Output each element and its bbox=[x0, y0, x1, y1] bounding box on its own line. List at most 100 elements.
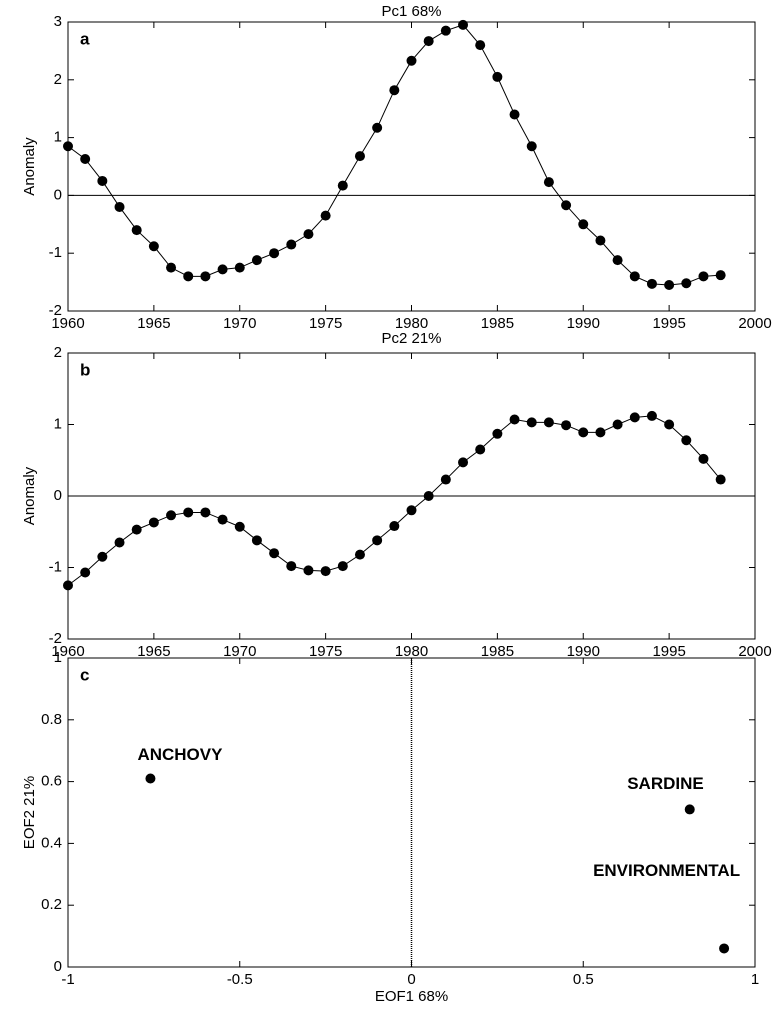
data-point bbox=[595, 235, 606, 246]
y-tick-label: 3 bbox=[54, 13, 62, 30]
x-tick-label: 1995 bbox=[652, 315, 685, 332]
y-tick-label: 0.8 bbox=[41, 711, 62, 728]
data-point bbox=[458, 19, 469, 30]
data-point bbox=[475, 444, 486, 455]
data-point bbox=[629, 271, 640, 282]
data-point bbox=[715, 474, 726, 485]
data-point bbox=[148, 517, 159, 528]
y-tick-label: 1 bbox=[54, 415, 62, 432]
y-tick-label: 1 bbox=[54, 649, 62, 666]
y-tick-label: 0.6 bbox=[41, 773, 62, 790]
x-tick-label: 1975 bbox=[309, 643, 342, 660]
data-point bbox=[509, 109, 520, 120]
y-tick-label: 0 bbox=[54, 487, 62, 504]
data-point bbox=[681, 278, 692, 289]
data-point bbox=[389, 85, 400, 96]
data-point bbox=[80, 567, 91, 578]
data-point bbox=[458, 457, 469, 468]
x-tick-label: 1975 bbox=[309, 315, 342, 332]
point-label: ENVIRONMENTAL bbox=[593, 861, 740, 880]
y-tick-label: 2 bbox=[54, 344, 62, 361]
data-point bbox=[440, 474, 451, 485]
data-point bbox=[148, 241, 159, 252]
data-point bbox=[698, 453, 709, 464]
data-point bbox=[423, 36, 434, 47]
data-point bbox=[646, 278, 657, 289]
y-tick-label: -2 bbox=[49, 302, 62, 319]
data-point bbox=[80, 153, 91, 164]
point-label: SARDINE bbox=[627, 774, 704, 793]
data-point bbox=[372, 535, 383, 546]
data-point bbox=[543, 417, 554, 428]
data-point bbox=[320, 210, 331, 221]
x-tick-label: 1965 bbox=[137, 315, 170, 332]
x-tick-label: 0.5 bbox=[573, 971, 594, 988]
x-tick-label: 1970 bbox=[223, 315, 256, 332]
data-point bbox=[664, 279, 675, 290]
data-point bbox=[97, 551, 108, 562]
y-tick-label: 0 bbox=[54, 186, 62, 203]
x-tick-label: 1960 bbox=[51, 643, 84, 660]
x-tick-label: 1985 bbox=[481, 643, 514, 660]
data-point bbox=[372, 122, 383, 133]
data-point bbox=[337, 180, 348, 191]
y-tick-label: 0 bbox=[54, 958, 62, 975]
series-line bbox=[67, 24, 721, 286]
x-tick-label: 1990 bbox=[567, 315, 600, 332]
data-point bbox=[578, 219, 589, 230]
x-axis-label: EOF1 68% bbox=[375, 988, 448, 1005]
data-point bbox=[543, 177, 554, 188]
data-point bbox=[406, 55, 417, 66]
data-point bbox=[200, 507, 211, 518]
data-point bbox=[269, 548, 280, 559]
y-tick-label: -1 bbox=[49, 244, 62, 261]
data-point bbox=[183, 507, 194, 518]
x-tick-label: 1970 bbox=[223, 643, 256, 660]
data-point bbox=[664, 419, 675, 430]
chart-title: Pc2 21% bbox=[381, 330, 441, 347]
data-point bbox=[114, 537, 125, 548]
data-point bbox=[63, 141, 73, 152]
data-point bbox=[406, 505, 417, 516]
data-point bbox=[303, 565, 314, 576]
data-point bbox=[578, 427, 589, 438]
panel-label: b bbox=[80, 360, 90, 379]
x-tick-label: -1 bbox=[61, 971, 74, 988]
data-point bbox=[595, 427, 606, 438]
data-point bbox=[131, 524, 142, 535]
data-point bbox=[612, 419, 623, 430]
data-point bbox=[217, 514, 228, 525]
data-point bbox=[684, 804, 695, 815]
data-point bbox=[286, 239, 297, 250]
x-tick-label: 1980 bbox=[395, 315, 428, 332]
y-tick-label: 2 bbox=[54, 71, 62, 88]
x-tick-label: 2000 bbox=[738, 315, 771, 332]
y-axis-label: EOF2 21% bbox=[21, 776, 38, 849]
x-tick-label: 1965 bbox=[137, 643, 170, 660]
data-point bbox=[303, 229, 314, 240]
point-label: ANCHOVY bbox=[137, 745, 223, 764]
data-point bbox=[440, 25, 451, 36]
data-point bbox=[526, 417, 537, 428]
data-point bbox=[97, 175, 108, 186]
data-point bbox=[561, 420, 572, 431]
data-point bbox=[646, 410, 657, 421]
data-point bbox=[389, 521, 400, 532]
data-point bbox=[145, 773, 156, 784]
y-axis-label: Anomaly bbox=[21, 466, 38, 525]
data-point bbox=[629, 412, 640, 423]
x-tick-label: 1990 bbox=[567, 643, 600, 660]
y-tick-label: -2 bbox=[49, 630, 62, 647]
data-point bbox=[63, 580, 73, 591]
data-point bbox=[286, 561, 297, 572]
data-point bbox=[166, 262, 177, 273]
series-line bbox=[67, 415, 722, 586]
y-tick-label: 0.2 bbox=[41, 896, 62, 913]
data-point bbox=[354, 549, 365, 560]
y-tick-label: -1 bbox=[49, 558, 62, 575]
y-tick-label: 0.4 bbox=[41, 834, 62, 851]
x-tick-label: 1985 bbox=[481, 315, 514, 332]
data-point bbox=[166, 510, 177, 521]
x-tick-label: 2000 bbox=[738, 643, 771, 660]
